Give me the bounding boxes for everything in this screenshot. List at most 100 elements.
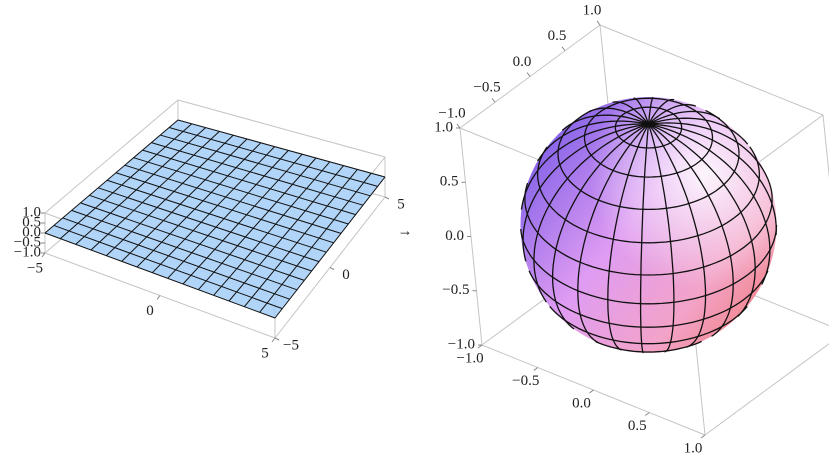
x-tick-label: −5 <box>27 260 43 276</box>
mesh-line <box>133 157 349 225</box>
mesh-line <box>213 161 331 296</box>
mesh-line <box>98 187 320 263</box>
mesh-line <box>614 106 683 149</box>
x-tick-label: 1.0 <box>684 440 703 456</box>
tick-mark <box>41 252 46 258</box>
mesh-line <box>115 172 334 244</box>
z-tick-label: −0.5 <box>442 282 469 298</box>
y-tick-label: −0.5 <box>473 80 500 96</box>
tick-mark <box>271 337 276 343</box>
y-tick-label: 1.0 <box>583 2 602 18</box>
z-tick-label: 1.0 <box>434 119 453 135</box>
mesh-line <box>167 150 289 279</box>
mesh-line <box>259 172 372 313</box>
box-edge <box>599 24 824 116</box>
z-tick-label: 0.0 <box>445 228 464 244</box>
mesh-line <box>522 123 649 262</box>
tick-mark <box>644 412 650 416</box>
tick-mark <box>533 367 539 371</box>
mesh-line <box>639 124 650 354</box>
mesh-line <box>105 134 234 257</box>
z-tick-label: 0.5 <box>440 174 459 190</box>
x-tick-label: −0.5 <box>512 373 539 389</box>
mesh-line <box>588 107 649 125</box>
mesh-line <box>583 97 714 178</box>
tick-mark <box>561 46 566 52</box>
tick-mark <box>589 389 594 394</box>
box-edge <box>177 99 386 158</box>
mesh-line <box>136 142 262 268</box>
mesh-line <box>648 123 777 236</box>
mesh-line <box>151 146 275 274</box>
x-tick-label: 0.0 <box>572 395 591 411</box>
tick-mark <box>700 434 706 439</box>
y-tick-label: 5 <box>397 196 405 212</box>
mesh-line <box>648 117 749 145</box>
y-tick-label: 0.5 <box>548 28 567 44</box>
mesh-line <box>121 138 248 262</box>
mesh-line <box>106 179 327 253</box>
x-tick-label: 0 <box>146 303 154 319</box>
mesh-line <box>228 165 344 302</box>
y-tick-label: −5 <box>283 337 299 353</box>
mesh-line <box>595 340 702 353</box>
mesh-line <box>648 110 721 125</box>
tick-mark <box>526 72 531 77</box>
z-tick-label: 1.0 <box>22 204 41 220</box>
mesh-line <box>243 169 358 307</box>
mesh-line <box>768 182 773 199</box>
tick-mark <box>329 267 335 270</box>
mesh-line <box>648 123 734 337</box>
mesh-line <box>648 123 756 317</box>
mesh-line <box>647 96 654 125</box>
box-edge <box>704 343 829 436</box>
mesh-line <box>520 224 778 305</box>
y-tick-label: 0.0 <box>513 54 532 70</box>
z-tick-label: −1.0 <box>448 336 475 352</box>
mesh-line <box>557 109 740 211</box>
x-tick-label: −1.0 <box>456 350 483 366</box>
mesh-line <box>612 101 649 125</box>
mesh-line <box>168 127 378 187</box>
mesh-line <box>53 224 283 310</box>
mesh-line <box>551 123 649 330</box>
mesh-line <box>274 176 386 319</box>
x-tick-label: 0.5 <box>628 418 647 434</box>
mesh-line <box>90 131 220 251</box>
tick-mark <box>274 337 280 341</box>
tick-mark <box>491 97 496 103</box>
mesh-line <box>648 103 696 125</box>
mesh-line <box>177 119 386 178</box>
mesh-line <box>182 153 303 285</box>
mesh-line <box>607 123 650 351</box>
z-tick-label: −0.5 <box>14 234 41 250</box>
mesh-line <box>633 97 650 125</box>
mesh-line <box>60 123 193 240</box>
tick-mark <box>156 295 161 300</box>
z-tick-label: −1.0 <box>14 244 41 260</box>
mesh-line <box>197 157 317 290</box>
mesh-line <box>533 123 649 303</box>
mesh-line <box>648 123 771 285</box>
mesh-line <box>524 182 773 276</box>
mesh-line <box>71 209 298 291</box>
y-tick-label: −1.0 <box>438 105 465 121</box>
mesh-line <box>44 232 276 319</box>
mesh-line <box>648 122 771 185</box>
mesh-line <box>577 123 649 344</box>
mesh-line <box>151 142 364 206</box>
y-tick-label: 0 <box>342 267 350 283</box>
mesh-line <box>528 270 769 328</box>
mesh-line <box>537 120 649 162</box>
mesh-line <box>520 123 649 210</box>
mesh-line <box>160 134 371 197</box>
mesh-line <box>647 123 707 348</box>
tick-mark <box>596 20 601 26</box>
z-tick-label: 0.0 <box>22 224 41 240</box>
arrow: → <box>398 223 413 239</box>
z-tick-label: 0.5 <box>22 214 41 230</box>
mesh-line <box>80 202 305 281</box>
mesh-line <box>647 123 675 353</box>
mesh-line <box>124 164 342 234</box>
